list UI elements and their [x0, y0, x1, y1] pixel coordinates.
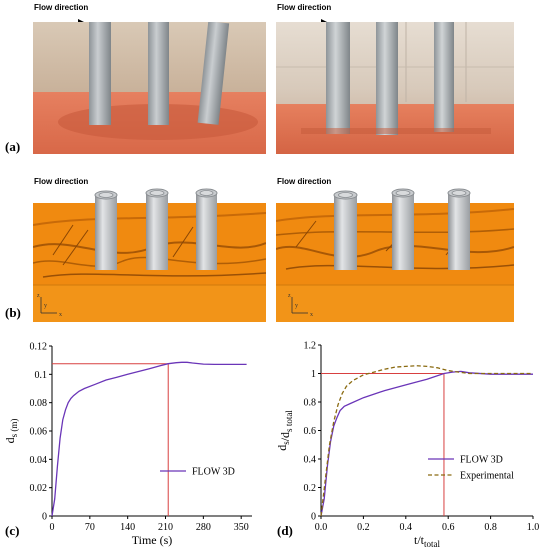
cfd-render-right: z y x	[276, 185, 514, 322]
y-tick-label: 0.1	[35, 370, 48, 381]
axis-z-label-right: z	[288, 293, 291, 299]
cfd-render-left: z y x	[33, 185, 266, 322]
x-tick-label: 1.0	[527, 522, 540, 533]
chart-normalized-scour-depth: 0.0 0.2 0.4 0.6 0.8 1.0 0 0.2 0.4 0.6 0.8 1 1.2 t/tto…	[275, 341, 540, 550]
series-line-flow-3d	[51, 361, 247, 517]
x-tick-label: 70	[85, 522, 95, 533]
y-tick-label: 0.02	[30, 483, 48, 494]
flow-direction-label-a-left: Flow direction	[34, 3, 89, 12]
flow-direction-label-a-right: Flow direction	[277, 3, 332, 12]
x-axis-label: t/ttotal	[414, 533, 441, 549]
flow-direction-label-b-left: Flow direction	[34, 177, 89, 186]
panel-label-a: (a)	[5, 139, 21, 154]
x-tick-label: 0.6	[442, 522, 455, 533]
y-tick-label: 0.2	[304, 483, 317, 494]
photo-experiment-left	[33, 22, 266, 154]
x-tick-label: 0.0	[315, 522, 328, 533]
y-tick-label: 0.8	[304, 398, 317, 409]
x-tick-label: 0.2	[357, 522, 370, 533]
x-tick-label: 280	[196, 522, 211, 533]
x-tick-label: 0.4	[400, 522, 413, 533]
y-tick-label: 0.12	[30, 342, 48, 353]
series-line-experimental	[320, 365, 533, 517]
series-line-flow-3d	[320, 370, 533, 517]
axis-y-label: y	[44, 303, 47, 309]
y-tick-label: 0.08	[30, 398, 48, 409]
axis-z-label: z	[37, 293, 40, 299]
legend-label: Experimental	[460, 471, 514, 482]
x-axis-label: Time (s)	[132, 533, 173, 547]
x-tick-label: 140	[120, 522, 135, 533]
x-tick-label: 210	[158, 522, 173, 533]
y-axis-label: ds (m)	[3, 419, 19, 444]
y-tick-label: 0.06	[30, 427, 48, 438]
y-tick-label: 0	[311, 512, 316, 523]
y-tick-label: 0.6	[304, 426, 317, 437]
chart-scour-depth-time: 0 70 140 210 280 350 0 0.02 0.04 0.06 0.08 0.1 0.12 T…	[3, 342, 252, 547]
y-tick-label: 0.4	[304, 455, 317, 466]
panel-label-b: (b)	[5, 305, 21, 320]
legend-label: FLOW 3D	[192, 467, 235, 478]
panel-label-d: (d)	[277, 523, 293, 538]
legend-label: FLOW 3D	[460, 455, 503, 466]
panel-label-c: (c)	[5, 523, 20, 538]
x-tick-label: 0.8	[484, 522, 497, 533]
y-axis-label: ds/ds total	[275, 410, 294, 451]
axis-y-label-right: y	[295, 303, 298, 309]
y-tick-label: 0	[42, 512, 47, 523]
flow-direction-label-b-right: Flow direction	[277, 177, 332, 186]
photo-experiment-right	[276, 22, 514, 154]
y-tick-label: 1.2	[304, 341, 317, 352]
y-tick-label: 1	[311, 369, 316, 380]
x-tick-label: 0	[50, 522, 55, 533]
x-tick-label: 350	[234, 522, 249, 533]
y-tick-label: 0.04	[30, 455, 48, 466]
axis-x-label-right: x	[310, 312, 313, 318]
axis-x-label: x	[59, 312, 62, 318]
